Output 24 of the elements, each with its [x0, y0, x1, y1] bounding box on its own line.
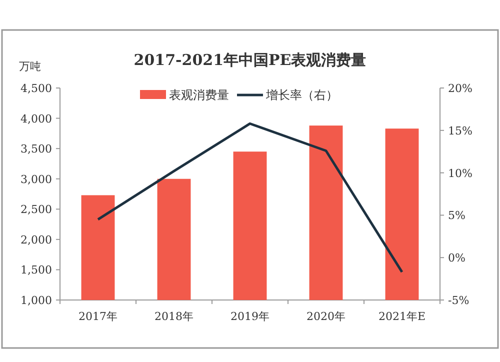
y-tick-label: 4,000 — [20, 112, 52, 126]
y-tick-label: 2,000 — [20, 233, 52, 246]
line-series — [96, 122, 404, 274]
legend-label: 增长率（右） — [265, 88, 338, 102]
y-tick-label: 3,000 — [20, 172, 52, 186]
x-tick-label: 2020年 — [306, 310, 346, 323]
y-tick-label: 4,500 — [20, 82, 52, 95]
y-tick-label: 1,500 — [20, 264, 52, 277]
legend-label: 表观消费量 — [169, 88, 229, 102]
y2-tick-label: 20% — [448, 82, 472, 95]
y-tick-label: 3,500 — [20, 142, 52, 156]
y-tick-label: 1,000 — [20, 294, 52, 307]
x-tick-label: 2017年 — [78, 310, 118, 323]
x-tick-label: 2018年 — [154, 310, 194, 323]
chart-title: 2017-2021年中国PE表观消费量 — [134, 51, 366, 69]
y2-tick-label: 5% — [448, 209, 466, 222]
x-tick-label: 2019年 — [230, 310, 270, 323]
y2-tick-label: -5% — [448, 294, 470, 307]
y2-tick-label: 10% — [448, 166, 472, 180]
y2-tick-label: 15% — [448, 124, 472, 138]
x-tick-label: 2021年E — [378, 310, 426, 323]
y2-tick-label: 0% — [448, 252, 466, 265]
y-axis-title: 万吨 — [19, 60, 41, 73]
y-tick-label: 2,500 — [20, 203, 52, 216]
